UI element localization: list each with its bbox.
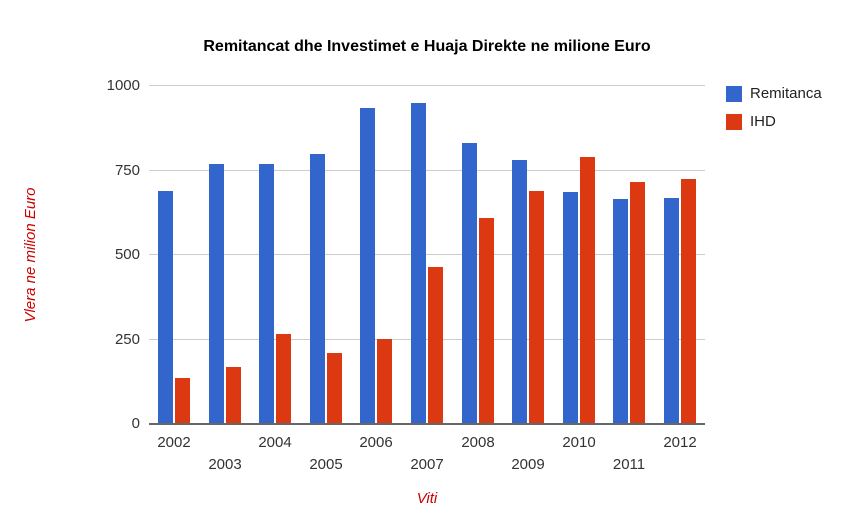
bar-group-2005 xyxy=(301,86,352,424)
gridline-500 xyxy=(149,254,705,255)
x-tick-2005: 2005 xyxy=(309,456,343,473)
legend-item-ihd: IHD xyxy=(726,113,822,130)
bar-ihd-2002 xyxy=(175,378,191,424)
bar-remitanca-2004 xyxy=(259,164,275,424)
bar-group-2008 xyxy=(452,86,503,424)
bar-group-2003 xyxy=(200,86,251,424)
x-tick-2007: 2007 xyxy=(410,456,444,473)
x-axis-title: Viti xyxy=(416,490,438,507)
bar-groups xyxy=(149,86,705,424)
chart-title: Remitancat dhe Investimet e Huaja Direkt… xyxy=(203,38,651,55)
bar-group-2006 xyxy=(351,86,402,424)
bar-remitanca-2006 xyxy=(360,108,376,424)
bar-remitanca-2012 xyxy=(663,198,679,424)
y-tick-0: 0 xyxy=(131,415,140,432)
x-tick-2009: 2009 xyxy=(511,456,545,473)
bar-ihd-2007 xyxy=(428,267,443,424)
legend-label-ihd: IHD xyxy=(750,113,776,130)
y-tick-500: 500 xyxy=(114,246,140,263)
bar-remitanca-2008 xyxy=(461,143,477,424)
y-tick-250: 250 xyxy=(114,330,140,348)
y-tick-750: 750 xyxy=(114,161,140,179)
x-tick-2012: 2012 xyxy=(663,434,697,451)
y-tick-1000: 1000 xyxy=(106,77,140,94)
bar-ihd-2010 xyxy=(579,157,595,424)
bar-ihd-2011 xyxy=(630,182,646,424)
bar-ihd-2008 xyxy=(478,218,494,424)
plot-area xyxy=(149,85,705,425)
x-tick-2003: 2003 xyxy=(208,456,242,473)
gridline-250 xyxy=(149,338,705,340)
y-axis-tick-labels: 0 250 500 750 1000 xyxy=(0,78,140,432)
bar-group-2007 xyxy=(402,86,453,424)
x-tick-2008: 2008 xyxy=(461,434,495,451)
legend: Remitanca IHD xyxy=(726,85,822,141)
x-axis-tick-labels: 2002 2003 2004 2005 2006 2007 2008 2009 2010 2011… xyxy=(149,434,705,480)
bar-remitanca-2002 xyxy=(158,191,174,424)
legend-item-remitanca: Remitanca xyxy=(726,85,822,102)
x-axis-baseline xyxy=(149,423,705,425)
bar-group-2009 xyxy=(503,86,554,424)
x-tick-2011: 2011 xyxy=(612,456,646,473)
x-tick-2004: 2004 xyxy=(258,434,292,451)
bar-ihd-2003 xyxy=(225,367,241,424)
bar-remitanca-2003 xyxy=(208,164,224,424)
bar-ihd-2006 xyxy=(377,339,393,424)
bar-remitanca-2009 xyxy=(512,160,528,424)
bar-remitanca-2005 xyxy=(309,154,325,424)
x-tick-2010: 2010 xyxy=(562,434,596,451)
gridline-1000 xyxy=(149,85,705,86)
bar-group-2002 xyxy=(149,86,200,424)
x-tick-2002: 2002 xyxy=(157,434,191,451)
bar-group-2012 xyxy=(654,86,705,424)
legend-label-remitanca: Remitanca xyxy=(750,85,822,102)
bar-remitanca-2007 xyxy=(411,103,426,424)
bar-ihd-2005 xyxy=(326,353,342,424)
bar-group-2004 xyxy=(250,86,301,424)
bar-group-2011 xyxy=(604,86,655,424)
gridline-750 xyxy=(149,169,705,171)
bar-remitanca-2011 xyxy=(613,199,629,424)
x-tick-2006: 2006 xyxy=(359,434,393,451)
bar-ihd-2009 xyxy=(529,191,545,424)
bar-remitanca-2010 xyxy=(562,192,578,424)
bar-ihd-2012 xyxy=(680,179,696,424)
bar-ihd-2004 xyxy=(276,334,292,424)
bar-group-2010 xyxy=(553,86,604,424)
legend-swatch-ihd xyxy=(726,113,742,130)
legend-swatch-remitanca xyxy=(726,85,742,102)
